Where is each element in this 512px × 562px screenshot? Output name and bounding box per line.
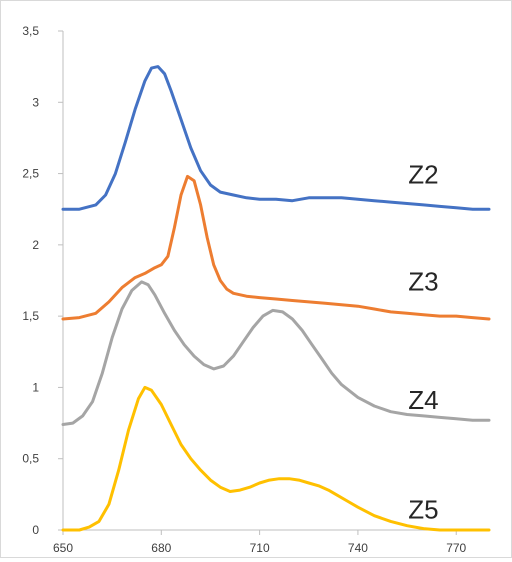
x-tick-label: 710 [250,541,270,555]
y-tick-label: 3 [32,95,39,109]
series-labels: Z2 Z3 Z4 Z5 [408,160,438,525]
series-line-z5 [61,385,491,532]
series-label-z3: Z3 [408,267,438,297]
x-tick-label: 740 [348,541,368,555]
series-label-z5: Z5 [408,495,438,525]
series-line-z3 [61,174,491,321]
series-label-z2: Z2 [408,160,438,190]
y-tick-label: 2 [32,238,39,252]
x-tick-label: 680 [151,541,171,555]
y-tick-label: 1 [32,380,39,394]
x-tick-label: 770 [446,541,466,555]
series-lines [61,65,491,532]
x-tick-label: 650 [53,541,73,555]
y-tick-label: 0 [32,523,39,537]
y-tick-label: 3,5 [22,24,39,38]
series-line-z2 [61,65,491,211]
y-tick-label: 1,5 [22,309,39,323]
series-label-z4: Z4 [408,385,438,415]
y-axis-ticks: 0 0,5 1 1,5 2 2,5 3 3,5 [22,24,63,537]
y-tick-label: 0,5 [22,452,39,466]
series-line-z4 [61,280,491,426]
y-tick-label: 2,5 [22,167,39,181]
x-axis-ticks: 650 680 710 740 770 [53,530,467,555]
